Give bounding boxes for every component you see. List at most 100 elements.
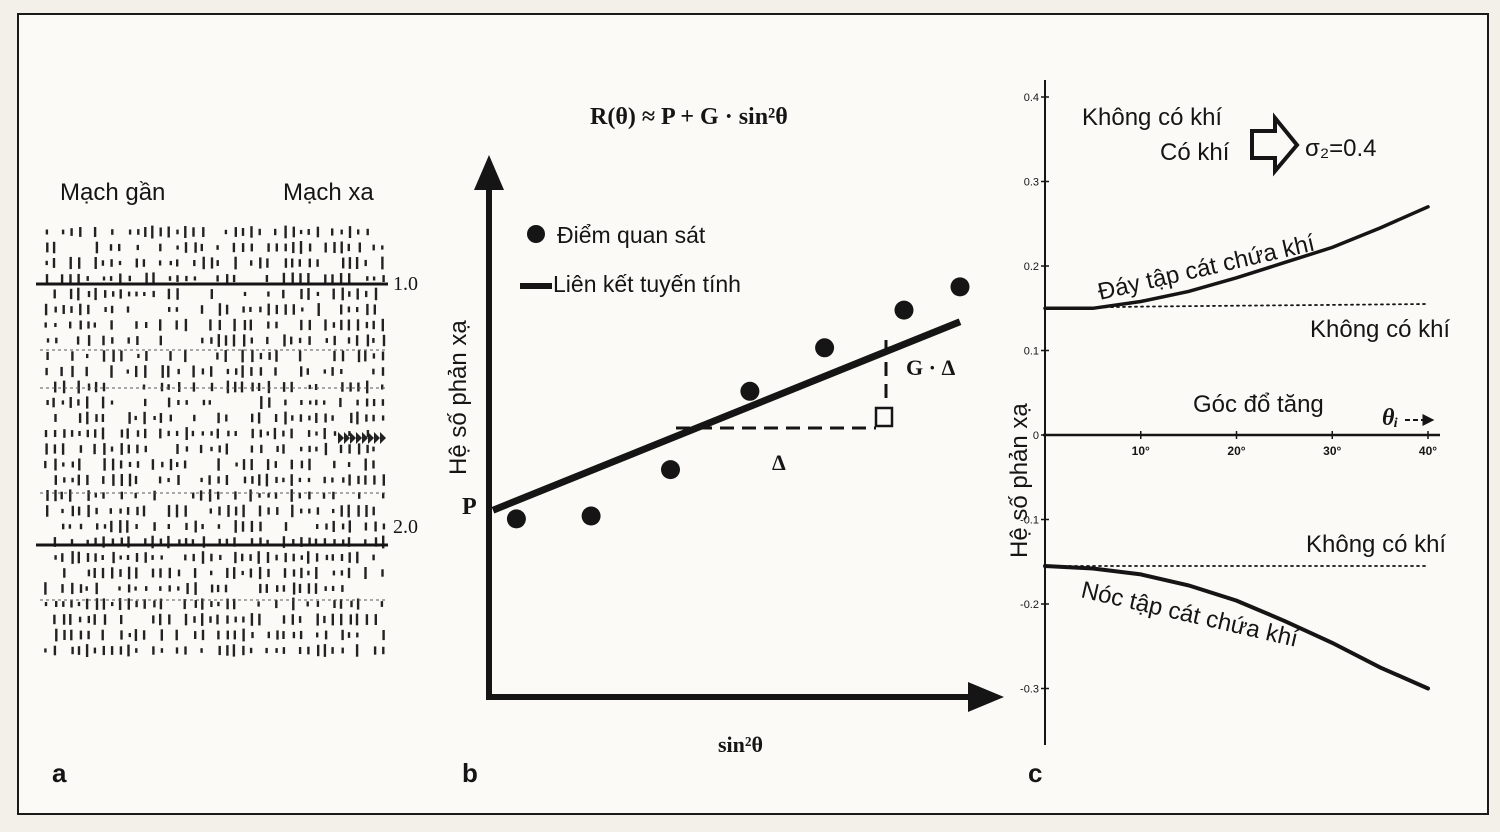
seismic-wiggle <box>201 524 204 530</box>
seismic-wiggle <box>226 630 229 640</box>
seismic-wiggle <box>292 582 296 595</box>
seismic-wiggle <box>382 630 385 641</box>
seismic-wiggle <box>45 274 49 283</box>
seismic-wiggle <box>209 508 212 514</box>
seismic-wiggle <box>62 380 66 394</box>
seismic-wiggle <box>176 245 179 250</box>
delta-label: Δ <box>772 450 786 475</box>
seismic-wiggle <box>249 489 252 502</box>
seismic-wiggle <box>325 338 328 343</box>
seismic-wiggle <box>275 648 278 653</box>
seismic-wiggle <box>218 319 221 331</box>
seismic-wiggle <box>118 243 121 252</box>
seismic-wiggle <box>119 646 123 655</box>
seismic-wiggle <box>63 568 66 578</box>
seismic-wiggle <box>298 477 302 483</box>
seismic-wiggle <box>111 337 114 344</box>
seismic-wiggle <box>142 505 146 517</box>
seismic-wiggle <box>274 367 277 376</box>
seismic-wiggle <box>258 228 261 236</box>
seismic-wiggle <box>202 227 205 237</box>
seismic-wiggle <box>250 459 253 471</box>
seismic-wiggle <box>257 601 260 607</box>
seismic-wiggle <box>144 398 147 407</box>
seismic-wiggle <box>381 569 384 577</box>
seismic-wiggle <box>258 474 261 486</box>
seismic-wiggle <box>127 644 130 657</box>
seismic-wiggle <box>259 537 262 547</box>
seismic-wiggle <box>291 614 294 625</box>
b-x-axis-label: sin²θ <box>718 732 763 757</box>
seismic-wiggle <box>159 568 162 578</box>
seismic-wiggle <box>199 490 203 501</box>
seismic-wiggle <box>243 334 246 347</box>
seismic-wiggle <box>267 568 270 578</box>
seismic-wiggle <box>71 646 74 655</box>
seismic-wiggle <box>372 446 375 452</box>
seismic-wiggle <box>101 555 104 560</box>
seismic-wiggle <box>103 458 106 471</box>
seismic-wiggle <box>298 583 302 593</box>
seismic-wiggle <box>71 551 74 564</box>
seismic-wiggle <box>292 631 296 639</box>
seismic-wiggle <box>201 551 205 564</box>
seismic-wiggle <box>232 242 236 253</box>
seismic-wiggle <box>71 351 74 361</box>
seismic-event <box>374 432 380 444</box>
seismic-wiggle <box>232 334 236 347</box>
seismic-wiggle <box>307 430 311 437</box>
seismic-wiggle <box>240 381 244 393</box>
seismic-wiggle <box>167 384 170 390</box>
seismic-wiggle <box>364 350 367 362</box>
seismic-wiggle <box>282 631 285 639</box>
seismic-wiggle <box>282 536 286 548</box>
seismic-wiggle <box>323 428 326 440</box>
seismic-wiggle <box>232 644 236 657</box>
seismic-wiggle <box>372 368 375 375</box>
seismic-wiggle <box>292 242 295 254</box>
seismic-wiggle <box>292 539 295 545</box>
seismic-wiggle <box>366 228 369 236</box>
seismic-wiggle <box>333 600 336 608</box>
seismic-wiggle <box>364 475 367 485</box>
seismic-wiggle <box>102 335 105 346</box>
seismic-wiggle <box>87 304 90 315</box>
seismic-wiggle <box>266 552 270 563</box>
seismic-wiggle <box>210 584 214 593</box>
panel-a: Mạch gần Mạch xa 1.0 2.0 a <box>36 179 418 788</box>
seismic-wiggle <box>282 430 285 437</box>
seismic-wiggle <box>135 365 138 378</box>
seismic-wiggle <box>77 551 80 564</box>
c-y-axis-label: Hệ số phản xạ <box>1006 403 1033 558</box>
seismic-wiggle <box>119 555 122 560</box>
seismic-wiggle <box>144 365 147 378</box>
seismic-wiggle <box>167 397 171 408</box>
seismic-wiggle <box>348 291 351 297</box>
seismic-wiggle <box>309 400 312 405</box>
seismic-wiggle <box>159 413 163 423</box>
seismic-wiggle <box>144 552 147 563</box>
seismic-wiggle <box>365 505 368 517</box>
seismic-wiggle <box>265 647 268 654</box>
seismic-wiggle <box>341 585 344 592</box>
seismic-wiggle <box>167 535 170 549</box>
seismic-wiggle <box>103 524 107 529</box>
seismic-wiggle <box>357 349 361 363</box>
seismic-wiggle <box>102 476 105 484</box>
seismic-wiggle <box>93 614 96 625</box>
seismic-wiggle <box>234 616 237 623</box>
seismic-wiggle <box>46 490 49 501</box>
seismic-wiggle <box>317 644 320 657</box>
seismic-wiggle <box>348 273 351 284</box>
seismic-wiggle <box>382 523 386 530</box>
seismic-wiggle <box>267 380 271 394</box>
seismic-wiggle <box>275 304 278 315</box>
seismic-wiggle <box>268 352 271 360</box>
seismic-wiggle <box>339 273 343 284</box>
c-y-tick-label: -0.2 <box>1020 599 1039 611</box>
seismic-wiggle <box>127 536 130 548</box>
seismic-wiggle <box>44 648 47 653</box>
seismic-wiggle <box>70 629 73 641</box>
seismic-wiggle <box>347 337 351 344</box>
seismic-wiggle <box>372 276 376 281</box>
